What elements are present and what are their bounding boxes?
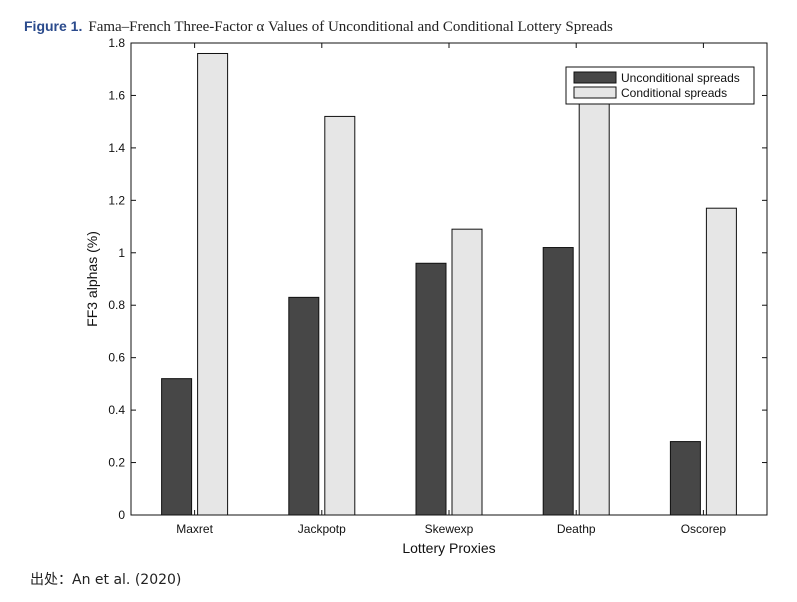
bar-oscorep-unconditional: [669, 441, 701, 516]
bar-deathp-unconditional: [542, 247, 574, 516]
y-tick-label: 0.2: [108, 456, 125, 470]
bar-jackpotp-conditional: [324, 115, 356, 516]
y-tick-label: 0.6: [108, 351, 125, 365]
bar-jackpotp-unconditional: [288, 296, 320, 516]
x-tick-label: Deathp: [557, 522, 596, 536]
figure-title: Figure 1. Fama–French Three-Factor α Valu…: [24, 18, 613, 36]
y-tick-label: 1.4: [108, 141, 125, 155]
x-tick-label: Jackpotp: [298, 522, 346, 536]
y-tick-label: 0: [118, 508, 125, 522]
y-tick-label: 1.2: [108, 193, 125, 207]
y-tick-label: 1.8: [108, 36, 125, 50]
figure-title-text: Fama–French Three-Factor α Values of Unc…: [88, 19, 613, 35]
bar-skewexp-unconditional: [415, 262, 447, 516]
y-tick-label: 1: [118, 246, 125, 260]
y-tick-label: 0.4: [108, 403, 125, 417]
plot-frame: [130, 42, 768, 516]
x-axis-label: Lottery Proxies: [402, 540, 495, 556]
y-axis-label: FF3 alphas (%): [84, 231, 100, 327]
legend-entry: Conditional spreads: [621, 86, 727, 100]
axes-layer: Maxret Jackpotp Skewexp Deathp Oscorep 0 0.2 0.…: [108, 36, 768, 536]
x-tick-label: Maxret: [176, 522, 213, 536]
y-tick-label: 1.6: [108, 88, 125, 102]
bars-layer: [161, 52, 737, 516]
legend-entry: Unconditional spreads: [621, 71, 740, 85]
bar-chart: Maxret Jackpotp Skewexp Deathp Oscorep 0 0.2 0.…: [84, 36, 768, 556]
x-tick-label: Skewexp: [425, 522, 474, 536]
bar-oscorep-conditional: [705, 207, 737, 516]
legend-swatch: [573, 86, 617, 99]
y-tick-label: 0.8: [108, 298, 125, 312]
source-citation: 出处：An et al. (2020): [30, 572, 182, 588]
bar-skewexp-conditional: [451, 228, 483, 516]
bar-maxret-conditional: [197, 52, 229, 516]
x-tick-label: Oscorep: [681, 522, 727, 536]
legend-swatch: [573, 71, 617, 84]
figure-label: Figure 1.: [24, 18, 83, 34]
bar-maxret-unconditional: [161, 378, 193, 516]
bar-deathp-conditional: [578, 97, 610, 516]
